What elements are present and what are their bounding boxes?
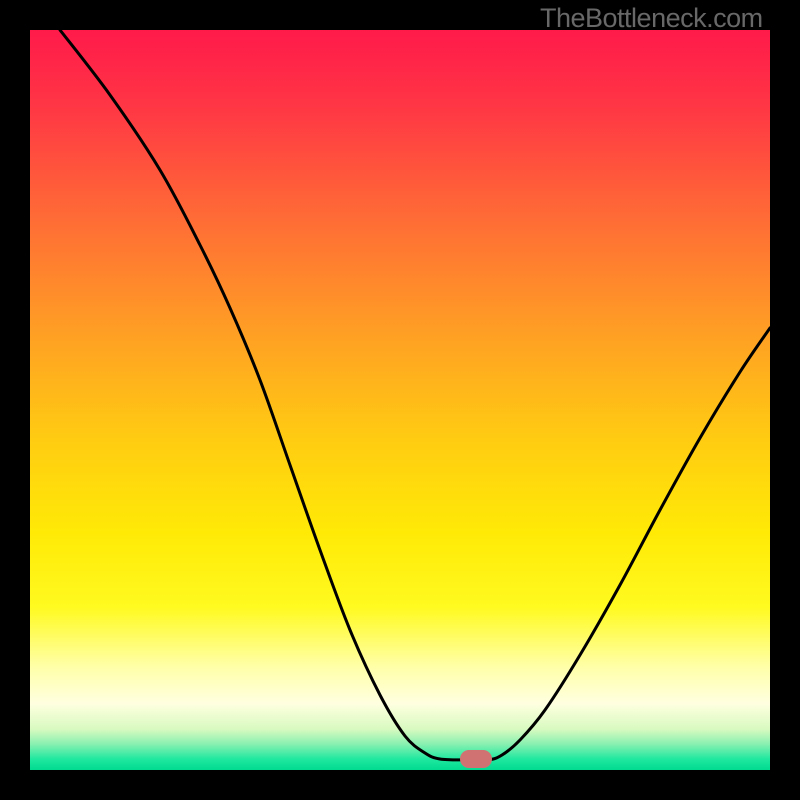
chart-svg	[30, 30, 770, 770]
optimal-marker	[460, 750, 492, 768]
chart-plot-area	[30, 30, 770, 770]
